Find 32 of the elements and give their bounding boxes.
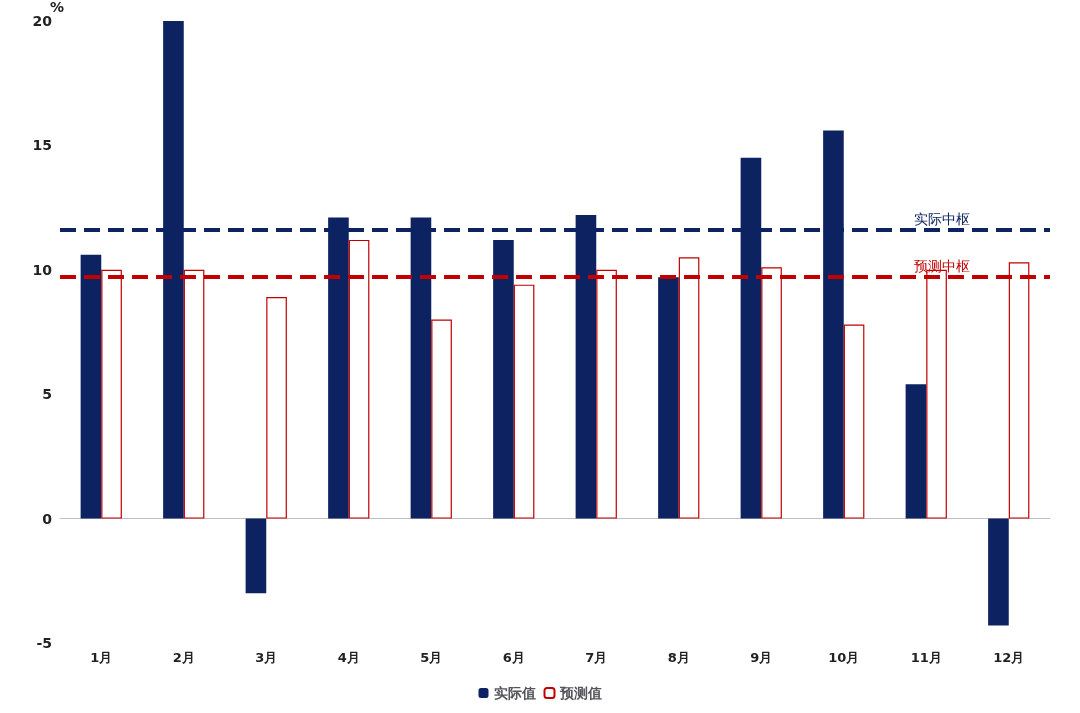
bar: [431, 319, 452, 519]
legend-label: 实际值: [493, 685, 536, 701]
x-tick-label: 11月: [910, 650, 942, 665]
y-tick-label: -5: [36, 635, 52, 651]
bar: [493, 239, 514, 519]
x-tick-label: 6月: [502, 650, 525, 665]
x-tick-label: 5月: [420, 650, 443, 665]
bar: [658, 277, 679, 519]
x-tick-label: 9月: [750, 650, 773, 665]
y-tick-label: 20: [32, 12, 53, 29]
x-tick-label: 10月: [828, 650, 860, 665]
legend-label: 预测值: [558, 685, 602, 701]
bar: [988, 518, 1009, 626]
ref-line-label: 实际中枢: [914, 210, 970, 227]
y-axis-title: %: [50, 0, 65, 15]
y-tick-label: 0: [42, 510, 53, 527]
bar: [513, 284, 535, 519]
x-tick-label: 12月: [993, 650, 1025, 665]
x-tick-label: 4月: [337, 650, 360, 665]
x-tick-label: 7月: [585, 650, 608, 665]
bar: [245, 518, 267, 594]
y-tick-label: 5: [42, 386, 52, 403]
x-tick-label: 2月: [172, 650, 195, 665]
x-tick-label: 1月: [90, 650, 113, 665]
bar: [80, 254, 102, 519]
bar: [266, 297, 287, 519]
bar: [843, 324, 865, 519]
y-tick-label: 10: [32, 261, 53, 278]
x-tick-label: 8月: [667, 650, 690, 665]
y-tick-label: 15: [32, 137, 52, 154]
bar: [905, 384, 927, 519]
x-tick-label: 3月: [255, 650, 278, 665]
